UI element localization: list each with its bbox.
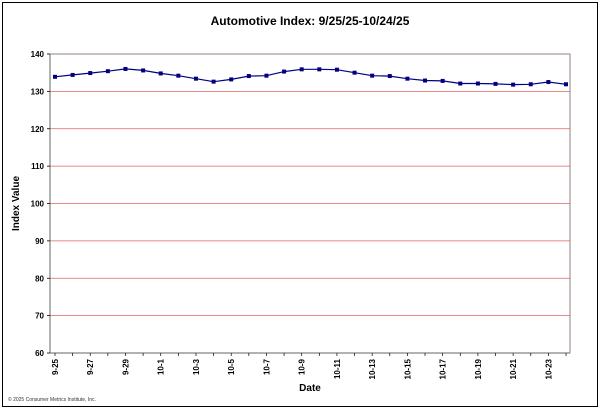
data-point (211, 79, 216, 84)
data-point (440, 78, 445, 83)
data-point (246, 74, 251, 79)
y-tick-label: 130 (31, 87, 45, 96)
x-tick-label: 10-5 (227, 358, 236, 375)
gridlines (49, 53, 571, 354)
data-point (423, 78, 428, 83)
data-point (352, 70, 357, 75)
data-point (105, 69, 110, 74)
y-axis-ticks: 60 70 80 90 100 110 120 130 140 (31, 50, 50, 358)
x-tick-label: 10-1 (157, 358, 166, 375)
x-tick-label: 9-27 (86, 358, 95, 375)
series-markers (53, 66, 568, 87)
data-point (123, 66, 128, 71)
y-tick-label: 110 (31, 162, 44, 171)
data-point (387, 74, 392, 79)
chart-title: Automotive Index: 9/25/25-10/24/25 (211, 14, 410, 28)
data-point (334, 67, 339, 72)
data-point (264, 73, 269, 78)
x-tick-label: 10-7 (262, 358, 271, 375)
x-tick-label: 10-11 (333, 358, 342, 379)
data-point (141, 68, 146, 73)
chart-frame: Automotive Index: 9/25/25-10/24/25 60 70 8… (2, 2, 598, 407)
data-point (53, 74, 57, 79)
y-tick-label: 100 (31, 200, 45, 209)
data-point (458, 81, 463, 86)
y-tick-label: 70 (35, 312, 44, 321)
data-point (493, 81, 498, 86)
data-point (475, 81, 480, 86)
x-tick-label: 10-21 (509, 358, 518, 379)
data-point (158, 71, 163, 76)
data-point (70, 72, 75, 77)
x-axis-title: Date (299, 383, 321, 394)
y-tick-label: 90 (35, 237, 44, 246)
line-chart: Automotive Index: 9/25/25-10/24/25 60 70 8… (8, 14, 571, 403)
data-point (193, 76, 198, 81)
x-tick-label: 10-15 (403, 358, 412, 379)
x-tick-label: 9-25 (51, 358, 60, 375)
y-tick-label: 60 (35, 349, 44, 358)
data-point (299, 67, 304, 72)
data-point (511, 82, 516, 87)
y-axis-title: Index Value (11, 176, 22, 231)
data-point (546, 80, 551, 85)
x-tick-label: 10-9 (298, 358, 307, 375)
data-point (370, 73, 375, 78)
y-tick-label: 80 (35, 274, 44, 283)
data-point (317, 67, 322, 72)
copyright-text: © 2025 Consumer Metrics Institute, Inc. (8, 396, 96, 403)
data-point (282, 69, 287, 74)
x-tick-label: 10-23 (544, 358, 553, 379)
y-tick-label: 120 (31, 125, 45, 134)
data-point (564, 82, 568, 87)
x-tick-label: 10-3 (192, 358, 201, 375)
x-tick-label: 10-13 (368, 358, 377, 379)
data-point (528, 82, 533, 87)
data-point (176, 73, 181, 78)
series-line (54, 68, 567, 86)
data-point (405, 76, 410, 81)
data-point (88, 71, 93, 76)
x-tick-label: 10-19 (474, 358, 483, 379)
x-axis-ticks: 9-25 9-27 9-29 10-1 10-3 10-5 10-7 10-9 10-11 10-… (51, 353, 567, 379)
data-point (229, 77, 234, 82)
x-tick-label: 9-29 (121, 358, 130, 375)
x-tick-label: 10-17 (439, 358, 448, 379)
y-tick-label: 140 (31, 50, 45, 59)
